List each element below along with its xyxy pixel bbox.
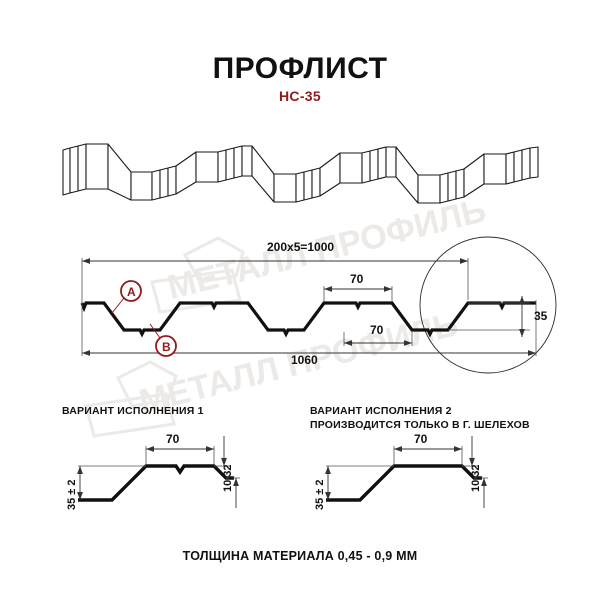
variant-2-dimension-lines xyxy=(325,436,487,508)
material-thickness-note: ТОЛЩИНА МАТЕРИАЛА 0,45 - 0,9 ММ xyxy=(182,549,418,563)
variant-2-caption: ВАРИАНТ ИСПОЛНЕНИЯ 2 ПРОИЗВОДИТСЯ ТОЛЬКО… xyxy=(310,404,530,432)
variant-1-caption: ВАРИАНТ ИСПОЛНЕНИЯ 1 xyxy=(62,404,204,418)
variant-1-caption-line1: ВАРИАНТ ИСПОЛНЕНИЯ 1 xyxy=(62,405,204,417)
variant-2-extension-lines xyxy=(326,446,488,479)
marker-a-circle xyxy=(120,280,142,302)
variant-2-dim-height: 35 ± 2 xyxy=(314,479,326,510)
dim-height-label: 35 xyxy=(534,309,548,323)
variant-1-profile xyxy=(78,464,234,502)
dim-bottom-flange-label: 70 xyxy=(370,323,384,337)
dim-top-flange-label: 70 xyxy=(350,272,364,286)
profile-outline xyxy=(80,301,536,338)
page-title: ПРОФЛИСТ xyxy=(212,52,388,85)
dim-pitch-label: 200x5=1000 xyxy=(267,240,335,254)
variant-2-dim-lip: 10,32 xyxy=(470,464,482,492)
variant-2-caption-line1: ВАРИАНТ ИСПОЛНЕНИЯ 2 xyxy=(310,405,452,417)
variant-1-dim-width: 70 xyxy=(166,432,180,446)
marker-b-letter: B xyxy=(162,340,171,354)
detail-circle xyxy=(419,236,557,374)
variant-2-profile xyxy=(326,464,482,502)
model-code: НС-35 xyxy=(279,88,321,104)
variant-2-caption-line2: ПРОИЗВОДИТСЯ ТОЛЬКО В Г. ШЕЛЕХОВ xyxy=(310,419,530,431)
marker-a-letter: A xyxy=(127,285,136,299)
dim-overall-width-label: 1060 xyxy=(291,353,318,367)
marker-b-circle xyxy=(155,335,177,357)
variant-2-dim-width: 70 xyxy=(414,432,428,446)
variant-1-dimension-lines xyxy=(77,436,239,508)
callout-markers xyxy=(111,280,177,357)
